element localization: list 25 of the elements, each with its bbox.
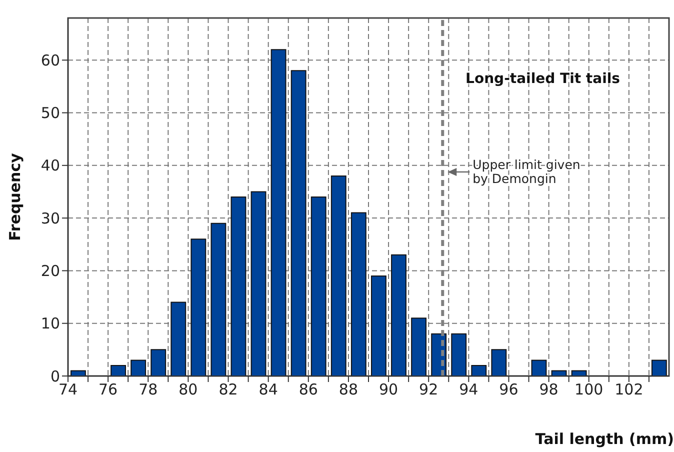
y-tick-label: 10 <box>40 314 60 333</box>
x-tick-label: 88 <box>338 380 358 399</box>
y-tick-label: 60 <box>40 51 60 70</box>
y-tick-label: 40 <box>40 156 60 175</box>
x-tick-label: 94 <box>459 380 478 399</box>
x-tick-label: 84 <box>258 380 278 399</box>
y-tick-label: 50 <box>40 104 60 122</box>
x-tick-label: 96 <box>499 380 518 399</box>
x-axis-title: Tail length (mm) <box>535 430 674 448</box>
x-tick-label: 86 <box>298 380 318 399</box>
x-tick-label: 90 <box>378 380 398 399</box>
text: Long-tailed Tit tails <box>464 70 621 89</box>
y-tick-label: 0 <box>50 367 60 386</box>
y-tick-label: 20 <box>40 262 60 280</box>
x-tick-label: 98 <box>539 380 558 399</box>
x-tick-label: 102 <box>614 380 644 399</box>
x-tick-label: 82 <box>218 380 238 399</box>
y-tick-label: 30 <box>40 209 60 228</box>
x-tick-label: 80 <box>178 380 198 399</box>
x-tick-label: 92 <box>419 380 438 399</box>
x-tick-label: 76 <box>98 380 118 399</box>
x-tick-label: 78 <box>138 380 158 399</box>
y-axis-title: Frequency <box>6 153 24 241</box>
x-tick-label: 74 <box>58 380 78 399</box>
x-tick-label: 100 <box>574 380 604 399</box>
